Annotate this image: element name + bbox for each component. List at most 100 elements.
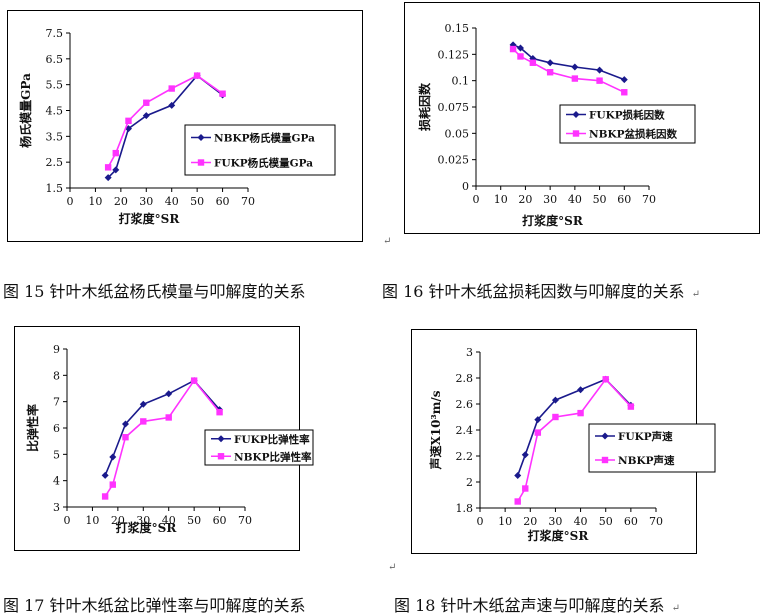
y-tick-label: 1.5 xyxy=(46,182,64,195)
chart-svg-fig16: 0 0.025 0.05 0.075 0.1 0.125 0.15 0 10 20 30 40 50 60… xyxy=(417,22,696,228)
data-point-square xyxy=(122,434,129,441)
x-tick-label: 60 xyxy=(213,514,227,527)
legend-marker-diamond xyxy=(217,435,225,443)
legend-marker-diamond xyxy=(601,432,609,440)
y-tick-label: 5 xyxy=(53,448,60,461)
y-tick-label: 7.5 xyxy=(46,27,64,40)
data-point-diamond xyxy=(142,112,150,120)
caption-fig17: 图 17 针叶木纸盆比弹性率与叩解度的关系 xyxy=(3,596,306,615)
data-point-square xyxy=(546,69,554,76)
y-tick-label: 1.8 xyxy=(456,502,474,515)
data-point-square xyxy=(571,75,579,82)
chart-svg-fig18: 1.822.22.42.62.830 10 20 30 40 50 60 70打浆度°SR声速… xyxy=(428,346,716,543)
x-tick-label: 40 xyxy=(574,515,588,528)
y-tick-label: 2.2 xyxy=(456,450,474,463)
y-tick-label: 6 xyxy=(53,422,60,435)
data-point-square xyxy=(109,481,116,488)
data-point-square xyxy=(596,77,603,84)
data-point-diamond xyxy=(121,420,129,428)
y-tick-label: 0.15 xyxy=(445,22,470,35)
legend-label: NBKP比弹性率 xyxy=(234,450,312,463)
data-point-diamond xyxy=(109,453,117,461)
x-tick-label: 60 xyxy=(624,515,638,528)
x-tick-label: 20 xyxy=(111,514,125,527)
caption-fig15: 图 15 针叶木纸盆杨氏模量与叩解度的关系 xyxy=(3,282,306,301)
legend-label: FUKP比弹性率 xyxy=(234,433,310,446)
legend-marker-square xyxy=(197,159,205,166)
data-point-square xyxy=(517,53,524,60)
x-tick-label: 0 xyxy=(473,193,480,206)
return-mark: ↵ xyxy=(388,562,397,573)
data-point-diamond xyxy=(571,63,579,71)
legend-box xyxy=(559,104,696,144)
data-point-diamond xyxy=(521,451,529,459)
x-tick-label: 70 xyxy=(642,193,656,206)
legend-label: NBKP声速 xyxy=(618,454,675,467)
y-tick-label: 7 xyxy=(53,396,60,409)
data-point-square xyxy=(514,498,521,505)
data-point-square xyxy=(101,493,109,500)
data-point-square xyxy=(534,429,542,436)
data-point-square xyxy=(168,85,175,92)
y-tick-label: 0.075 xyxy=(438,101,470,114)
y-tick-label: 3 xyxy=(53,501,60,514)
data-point-square xyxy=(509,45,517,53)
caption-fig18: 图 18 针叶木纸盆声速与叩解度的关系 ↵ xyxy=(394,592,681,616)
x-tick-label: 70 xyxy=(241,195,255,208)
chart-panel-fig17: 3 4 5 6 7 8 9 0 10 20 30 40 50 60 70 打浆度°SR 比弹性率 FUKP比弹性率… xyxy=(14,326,314,551)
y-axis-label: 比弹性率 xyxy=(25,404,40,452)
x-tick-label: 70 xyxy=(238,514,252,527)
y-tick-label: 0.05 xyxy=(445,127,470,140)
return-mark: ↵ xyxy=(671,603,681,614)
y-tick-label: 8 xyxy=(53,369,60,382)
x-axis-label: 打浆度°SR xyxy=(116,520,178,535)
data-point-square xyxy=(193,72,201,79)
x-axis-label: 打浆度°SR xyxy=(528,528,590,543)
data-point-square xyxy=(552,413,559,421)
x-tick-label: 0 xyxy=(67,195,74,208)
y-axis-label: 声速X10³m/s xyxy=(428,390,443,470)
y-tick-label: 0.025 xyxy=(438,154,470,167)
x-tick-label: 0 xyxy=(477,515,484,528)
data-point-square xyxy=(522,485,529,492)
data-point-diamond xyxy=(104,174,112,182)
x-tick-label: 30 xyxy=(548,515,562,528)
x-tick-label: 10 xyxy=(85,514,99,527)
x-tick-label: 40 xyxy=(165,195,179,208)
y-tick-label: 2.6 xyxy=(456,398,474,411)
legend-marker-diamond xyxy=(572,111,580,118)
y-tick-label: 3.5 xyxy=(46,130,64,143)
data-point-diamond xyxy=(101,471,109,479)
data-point-square xyxy=(627,403,635,410)
y-tick-label: 2.8 xyxy=(456,372,474,385)
data-point-square xyxy=(190,377,198,384)
legend-label: NBKP杨氏模量GPa xyxy=(214,132,315,145)
series-line-1 xyxy=(104,379,221,497)
caption-fig18-text: 图 18 针叶木纸盆声速与叩解度的关系 xyxy=(394,596,665,615)
y-tick-label: 2.5 xyxy=(46,156,64,169)
x-tick-label: 70 xyxy=(649,515,663,528)
y-tick-label: 2.4 xyxy=(456,424,474,437)
data-point-square xyxy=(577,409,584,417)
x-tick-label: 50 xyxy=(190,195,204,208)
x-tick-label: 60 xyxy=(216,195,230,208)
data-point-square xyxy=(529,59,537,66)
legend-marker-square xyxy=(601,456,609,464)
y-tick-label: 5.5 xyxy=(46,79,64,92)
x-axis-label: 打浆度°SR xyxy=(119,211,181,226)
chart-panel-fig16: 0 0.025 0.05 0.075 0.1 0.125 0.15 0 10 20 30 40 50 60… xyxy=(404,2,760,234)
legend-box xyxy=(588,423,716,473)
chart-svg-fig17: 3 4 5 6 7 8 9 0 10 20 30 40 50 60 70 打浆度°SR 比弹性率 FUKP比弹性率… xyxy=(25,343,314,535)
x-tick-label: 20 xyxy=(518,193,532,206)
x-tick-label: 30 xyxy=(139,195,153,208)
x-tick-label: 50 xyxy=(599,515,613,528)
chart-svg-fig15: 1.5 2.5 3.5 4.5 5.5 6.5 7.5 0 10 20 30 40 50 60 70 打浆度°… xyxy=(18,27,336,226)
x-tick-label: 30 xyxy=(543,193,557,206)
x-tick-label: 20 xyxy=(523,515,537,528)
data-point-square xyxy=(216,409,223,416)
data-point-diamond xyxy=(168,101,176,109)
data-point-diamond xyxy=(620,76,628,84)
data-point-square xyxy=(621,89,628,96)
data-point-diamond xyxy=(596,66,604,74)
legend-label: NBKP盆损耗因数 xyxy=(589,128,677,141)
